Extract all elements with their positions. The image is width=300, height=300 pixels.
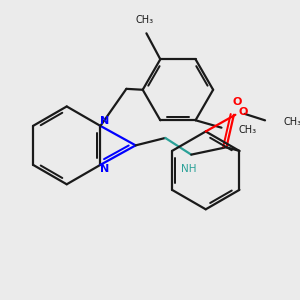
Text: CH₃: CH₃ <box>136 15 154 25</box>
Text: O: O <box>233 98 242 107</box>
Text: CH₃: CH₃ <box>238 125 256 136</box>
Text: N: N <box>100 116 109 126</box>
Text: N: N <box>100 164 109 175</box>
Text: O: O <box>238 107 248 117</box>
Text: NH: NH <box>181 164 196 174</box>
Text: CH₃: CH₃ <box>284 117 300 127</box>
